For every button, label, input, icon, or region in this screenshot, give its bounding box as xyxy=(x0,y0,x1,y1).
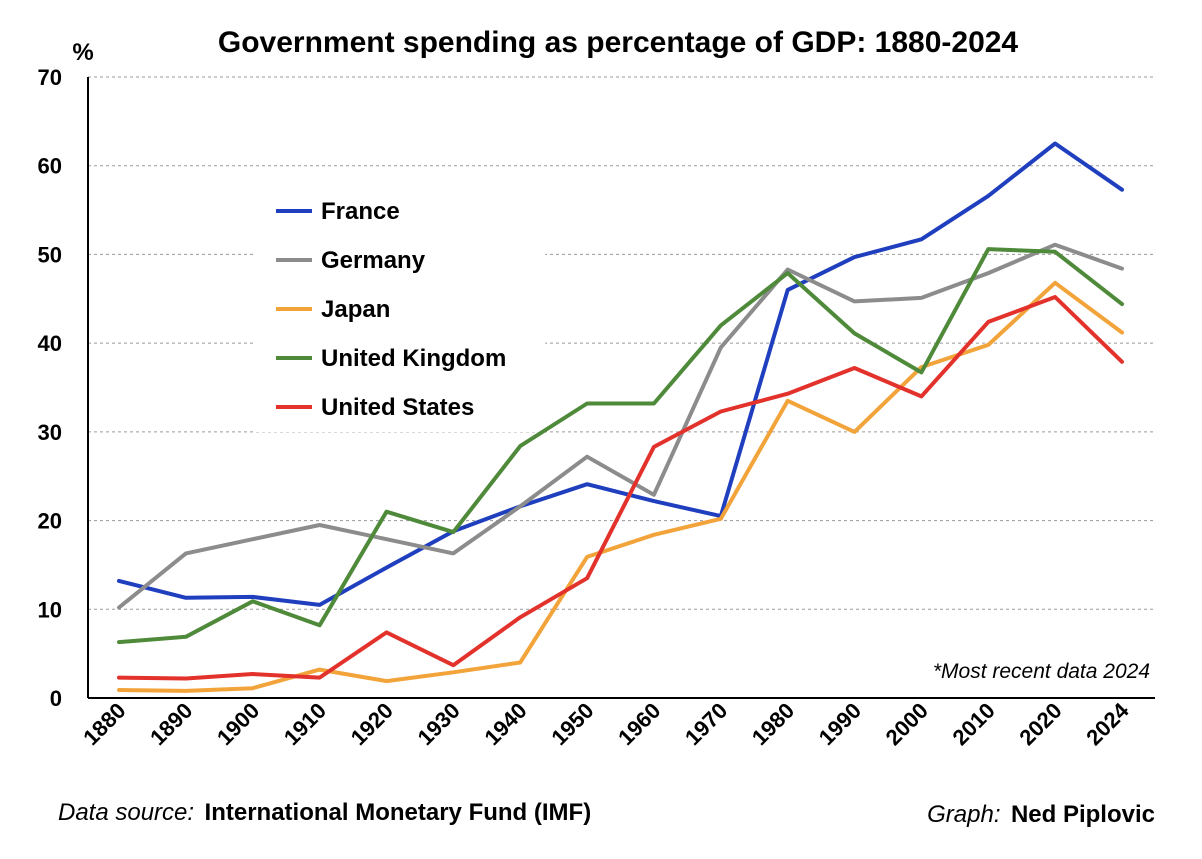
x-tick-label: 1960 xyxy=(613,698,665,750)
y-tick-label: 20 xyxy=(38,509,62,534)
x-tick-label: 1940 xyxy=(479,698,531,750)
y-tick-label: 70 xyxy=(38,65,62,90)
legend-label-united-kingdom: United Kingdom xyxy=(321,345,506,372)
legend: France Germany Japan United Kingdom United S… xyxy=(276,198,506,421)
series-lines xyxy=(117,141,1124,693)
y-tick-labels: 0 10 20 30 40 50 60 70 xyxy=(38,65,62,711)
data-source-value: International Monetary Fund (IMF) xyxy=(205,799,592,826)
graph-credit-label: Graph: xyxy=(927,801,1000,828)
legend-label-germany: Germany xyxy=(321,247,426,274)
legend-label-japan: Japan xyxy=(321,296,390,323)
x-tick-label: 1880 xyxy=(78,698,130,750)
y-tick-label: 30 xyxy=(38,420,62,445)
y-tick-label: 40 xyxy=(38,331,62,356)
data-source-label: Data source: xyxy=(58,799,194,826)
x-tick-labels: 1880 1890 1900 1910 1920 1930 1940 1950 1960 1970… xyxy=(78,697,1134,750)
x-tick-label: 2010 xyxy=(948,698,1000,750)
y-tick-label: 50 xyxy=(38,242,62,267)
y-tick-label: 60 xyxy=(38,154,62,179)
y-tick-label: 10 xyxy=(38,597,62,622)
x-tick-label: 1900 xyxy=(212,698,264,750)
series-line-germany xyxy=(117,242,1124,610)
x-tick-label: 2020 xyxy=(1014,698,1066,750)
series-line-france xyxy=(117,141,1124,607)
x-tick-label: 1950 xyxy=(546,698,598,750)
svg-text:Data source: Internati: Data source: International Monetary Fund… xyxy=(58,799,591,826)
gridlines xyxy=(88,76,1155,610)
series-line-united-states xyxy=(117,295,1124,681)
svg-text:Graph: Ned Piplovic: Graph: Ned Piplovic xyxy=(927,801,1155,828)
data-source-credit: Data source: International Monetary Fund… xyxy=(58,799,591,826)
chart-title: Government spending as percentage of GDP… xyxy=(218,26,1019,59)
graph-credit-value: Ned Piplovic xyxy=(1011,801,1155,828)
graph-credit: Graph: Ned Piplovic xyxy=(927,801,1155,828)
chart-annotation: *Most recent data 2024 xyxy=(933,660,1150,683)
x-tick-label: 2024 xyxy=(1081,697,1134,750)
axes xyxy=(87,77,1155,699)
x-tick-label: 1930 xyxy=(413,698,465,750)
legend-label-united-states: United States xyxy=(321,394,474,421)
x-tick-label: 1990 xyxy=(814,698,866,750)
legend-label-france: France xyxy=(321,198,400,225)
x-tick-label: 1910 xyxy=(279,698,331,750)
y-axis-unit-label: % xyxy=(72,39,93,66)
y-tick-label: 0 xyxy=(50,686,62,711)
x-tick-label: 1890 xyxy=(145,698,197,750)
x-tick-label: 2000 xyxy=(881,698,933,750)
series-line-japan xyxy=(117,280,1124,693)
x-tick-label: 1920 xyxy=(346,698,398,750)
x-tick-label: 1970 xyxy=(680,698,732,750)
series-line-united-kingdom xyxy=(117,247,1124,645)
x-tick-label: 1980 xyxy=(747,698,799,750)
